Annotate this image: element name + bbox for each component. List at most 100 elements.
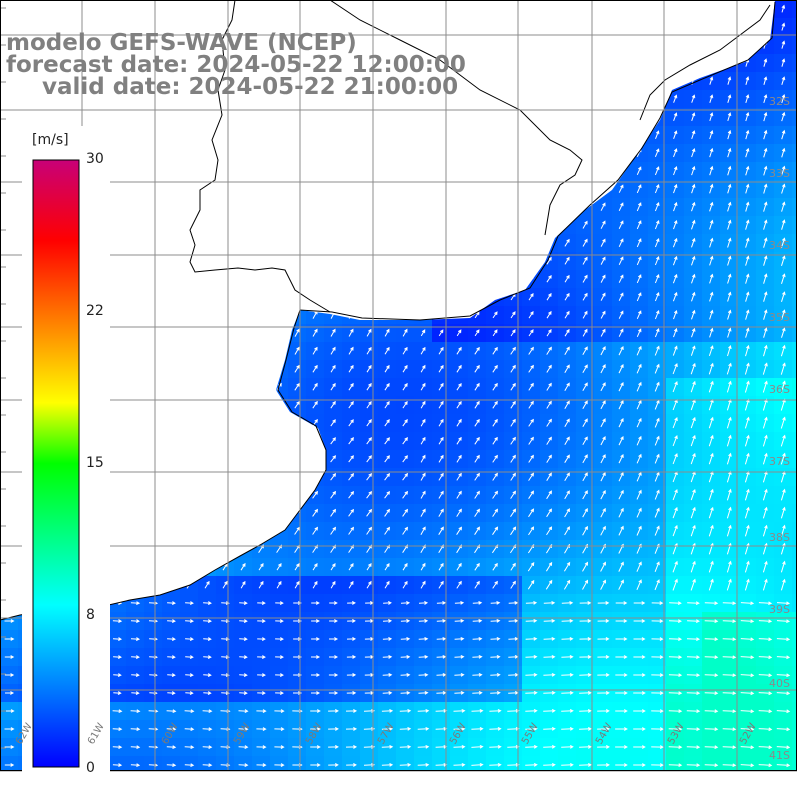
wind-arrow xyxy=(239,673,248,677)
wind-arrow xyxy=(384,455,390,463)
wind-speed-cell xyxy=(414,756,432,771)
wind-arrow xyxy=(492,526,499,535)
wind-arrow xyxy=(546,382,552,391)
wind-arrow xyxy=(561,601,574,605)
wind-arrow xyxy=(363,763,376,767)
wind-arrow xyxy=(363,745,376,749)
wind-arrow xyxy=(690,452,696,465)
wind-arrow xyxy=(744,524,750,537)
wind-arrow xyxy=(167,637,176,641)
wind-arrow xyxy=(690,345,696,356)
wind-arrow xyxy=(762,524,768,537)
wind-arrow xyxy=(256,709,267,713)
wind-speed-cell xyxy=(792,450,797,468)
wind-arrow xyxy=(618,220,624,230)
wind-arrow xyxy=(691,219,696,230)
wind-arrow xyxy=(762,488,768,501)
wind-arrow xyxy=(510,400,516,409)
wind-arrow xyxy=(510,364,516,373)
wind-arrow xyxy=(274,745,285,749)
wind-arrow xyxy=(600,274,606,283)
wind-arrow xyxy=(618,399,624,410)
wind-arrow xyxy=(474,418,480,427)
wind-arrow xyxy=(722,673,737,678)
wind-arrow xyxy=(618,489,624,500)
wind-arrow xyxy=(691,237,696,248)
wind-arrow xyxy=(691,327,696,338)
wind-arrow xyxy=(745,94,750,104)
wind-arrow xyxy=(668,763,683,767)
wind-arrow xyxy=(402,490,409,499)
wind-speed-cell xyxy=(180,756,198,771)
wind-arrow xyxy=(239,601,248,605)
wind-arrow xyxy=(400,691,411,695)
wind-arrow xyxy=(489,762,502,767)
wind-arrow xyxy=(202,709,213,713)
wind-arrow xyxy=(563,579,571,590)
wind-arrow xyxy=(686,745,701,750)
wind-arrow xyxy=(489,708,502,713)
wind-arrow xyxy=(763,94,768,104)
wind-arrow xyxy=(402,472,409,481)
wind-arrow xyxy=(722,655,737,660)
wind-arrow xyxy=(456,400,462,409)
wind-arrow xyxy=(402,437,408,445)
wind-arrow xyxy=(528,490,534,499)
wind-arrow xyxy=(618,363,624,374)
wind-arrow xyxy=(310,763,321,767)
wind-arrow xyxy=(597,655,610,659)
wind-arrow xyxy=(633,709,646,713)
wind-arrow xyxy=(597,763,610,767)
wind-speed-cell xyxy=(252,756,270,771)
wind-arrow xyxy=(618,328,624,337)
wind-speed-cell xyxy=(378,756,396,771)
wind-arrow xyxy=(686,727,701,732)
wind-arrow xyxy=(366,526,372,535)
wind-arrow xyxy=(636,256,642,266)
wind-arrow xyxy=(690,488,696,501)
wind-arrow xyxy=(546,274,552,283)
wind-arrow xyxy=(490,636,501,641)
wind-arrow xyxy=(492,580,498,589)
wind-arrow xyxy=(758,637,773,642)
wind-arrow xyxy=(745,111,750,122)
wind-arrow xyxy=(654,202,660,212)
wind-arrow xyxy=(600,292,606,301)
wind-arrow xyxy=(310,745,321,749)
wind-arrow xyxy=(348,437,354,445)
wind-arrow xyxy=(600,436,606,446)
wind-arrow xyxy=(543,618,556,623)
wind-arrow xyxy=(708,362,714,375)
wind-arrow xyxy=(763,273,768,284)
wind-arrow xyxy=(722,637,737,642)
wind-arrow xyxy=(673,309,678,320)
wind-arrow xyxy=(167,691,176,695)
wind-arrow xyxy=(112,709,123,713)
wind-arrow xyxy=(704,745,719,750)
wind-arrow xyxy=(420,526,426,535)
wind-speed-cell xyxy=(270,756,288,771)
wind-arrow xyxy=(348,580,354,589)
wind-arrow xyxy=(525,618,538,623)
wind-arrow xyxy=(691,112,696,121)
wind-arrow xyxy=(402,508,408,517)
wind-arrow xyxy=(492,364,498,373)
wind-arrow xyxy=(600,382,606,392)
wind-arrow xyxy=(508,619,519,623)
wind-arrow xyxy=(776,745,791,750)
wind-arrow xyxy=(418,637,429,641)
wind-arrow xyxy=(311,691,321,695)
wind-arrow xyxy=(474,346,480,355)
wind-arrow xyxy=(636,310,642,320)
wind-arrow xyxy=(239,619,248,623)
wind-arrow xyxy=(781,111,786,122)
wind-arrow xyxy=(727,94,732,103)
wind-arrow xyxy=(564,346,570,355)
wind-arrow xyxy=(438,454,444,463)
wind-arrow xyxy=(672,381,678,393)
colorbar-tick-8: 8 xyxy=(86,607,95,623)
wind-arrow xyxy=(130,637,141,641)
wind-arrow xyxy=(527,579,535,590)
lagoon-outline xyxy=(639,4,771,121)
